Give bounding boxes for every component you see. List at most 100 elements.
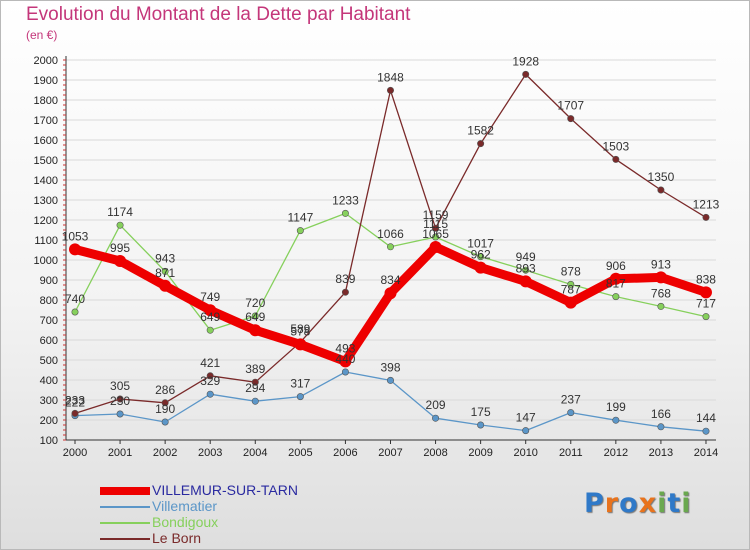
data-point	[699, 286, 712, 299]
data-label: 787	[561, 283, 581, 297]
x-tick-label: 2003	[198, 447, 222, 459]
data-point	[657, 302, 665, 310]
data-label: 230	[110, 394, 130, 408]
data-point	[522, 70, 530, 78]
y-tick-label: 900	[40, 275, 58, 287]
logo-letter: t	[667, 488, 682, 519]
data-label: 995	[110, 241, 130, 255]
legend-label-bondigoux: Bondigoux	[152, 514, 219, 530]
y-tick-label: 300	[40, 395, 58, 407]
data-label: 740	[65, 292, 85, 306]
data-point	[341, 288, 349, 296]
data-label: 589	[290, 322, 310, 336]
chart-title: Evolution du Montant de la Dette par Hab…	[26, 4, 411, 25]
y-tick-label: 100	[40, 435, 58, 447]
data-point	[567, 280, 575, 288]
data-point	[612, 293, 620, 301]
x-tick-label: 2013	[649, 447, 673, 459]
data-label: 199	[606, 400, 626, 414]
x-tick-label: 2011	[559, 447, 583, 459]
data-point	[206, 390, 214, 398]
data-point	[702, 313, 710, 321]
data-label: 190	[155, 402, 175, 416]
chart-subtitle: (en €)	[26, 28, 58, 42]
y-tick-label: 1100	[34, 235, 58, 247]
data-label: 389	[245, 362, 265, 376]
data-label: 440	[335, 352, 355, 366]
data-label: 949	[516, 250, 536, 264]
y-tick-label: 700	[40, 315, 58, 327]
data-label: 1174	[107, 205, 133, 219]
data-label: 913	[651, 257, 671, 271]
data-label: 649	[200, 310, 220, 324]
data-label: 1066	[377, 227, 404, 241]
x-tick-label: 2006	[333, 447, 357, 459]
data-point	[386, 243, 394, 251]
data-label: 1928	[512, 54, 539, 68]
data-label: 1065	[422, 227, 449, 241]
data-point	[612, 155, 620, 163]
data-point	[71, 308, 79, 316]
x-tick-label: 2000	[63, 447, 87, 459]
data-label: 1848	[377, 70, 404, 84]
data-label: 878	[561, 264, 581, 278]
data-label: 286	[155, 383, 175, 397]
data-point	[564, 296, 577, 309]
y-tick-label: 800	[40, 295, 58, 307]
data-point	[206, 326, 214, 334]
y-tick-label: 2000	[34, 55, 58, 67]
data-point	[206, 372, 214, 380]
data-point	[341, 368, 349, 376]
y-tick-label: 500	[40, 355, 58, 367]
proxiti-logo: Proxiti	[584, 488, 692, 519]
data-point	[69, 243, 81, 256]
y-tick-label: 200	[40, 415, 58, 427]
y-tick-label: 1500	[34, 155, 58, 167]
data-point	[477, 421, 485, 429]
data-label: 871	[155, 266, 175, 280]
data-label: 398	[380, 360, 400, 374]
logo-letter: i	[657, 488, 668, 519]
data-label: 233	[65, 393, 85, 407]
legend-label-le-born: Le Born	[152, 530, 202, 546]
x-tick-label: 2012	[604, 447, 628, 459]
data-point	[116, 221, 124, 229]
data-point	[339, 355, 352, 368]
data-label: 838	[696, 272, 716, 286]
data-label: 749	[200, 290, 220, 304]
legend-label-villematier: Villematier	[152, 498, 218, 514]
x-tick-label: 2007	[378, 447, 402, 459]
x-tick-label: 2009	[468, 447, 492, 459]
logo-letter: x	[638, 488, 658, 519]
y-tick-label: 1000	[34, 255, 58, 267]
data-label: 578	[290, 324, 310, 338]
y-tick-label: 600	[40, 335, 58, 347]
data-label: 1159	[423, 208, 449, 222]
data-point	[522, 266, 530, 274]
data-point	[612, 416, 620, 424]
data-point	[657, 423, 665, 431]
data-label: 1350	[648, 170, 675, 184]
data-point	[161, 399, 169, 407]
legend-swatch-le-born	[100, 538, 150, 540]
data-label: 1582	[467, 124, 494, 138]
x-tick-label: 2001	[108, 447, 132, 459]
data-label: 305	[110, 379, 130, 393]
data-label: 893	[516, 261, 536, 275]
x-tick-label: 2008	[423, 447, 447, 459]
data-label: 1707	[557, 99, 584, 113]
y-tick-label: 1600	[34, 135, 58, 147]
data-point	[432, 414, 440, 422]
data-point	[432, 233, 440, 241]
y-tick-label: 1800	[34, 95, 58, 107]
data-label: 906	[606, 259, 626, 273]
legend-swatch-bondigoux	[100, 522, 150, 524]
y-tick-label: 1700	[34, 115, 58, 127]
data-label: 147	[516, 411, 536, 425]
data-point	[386, 86, 394, 94]
y-tick-label: 1400	[34, 175, 58, 187]
data-point	[386, 376, 394, 384]
data-point	[567, 115, 575, 123]
data-point	[384, 287, 397, 300]
